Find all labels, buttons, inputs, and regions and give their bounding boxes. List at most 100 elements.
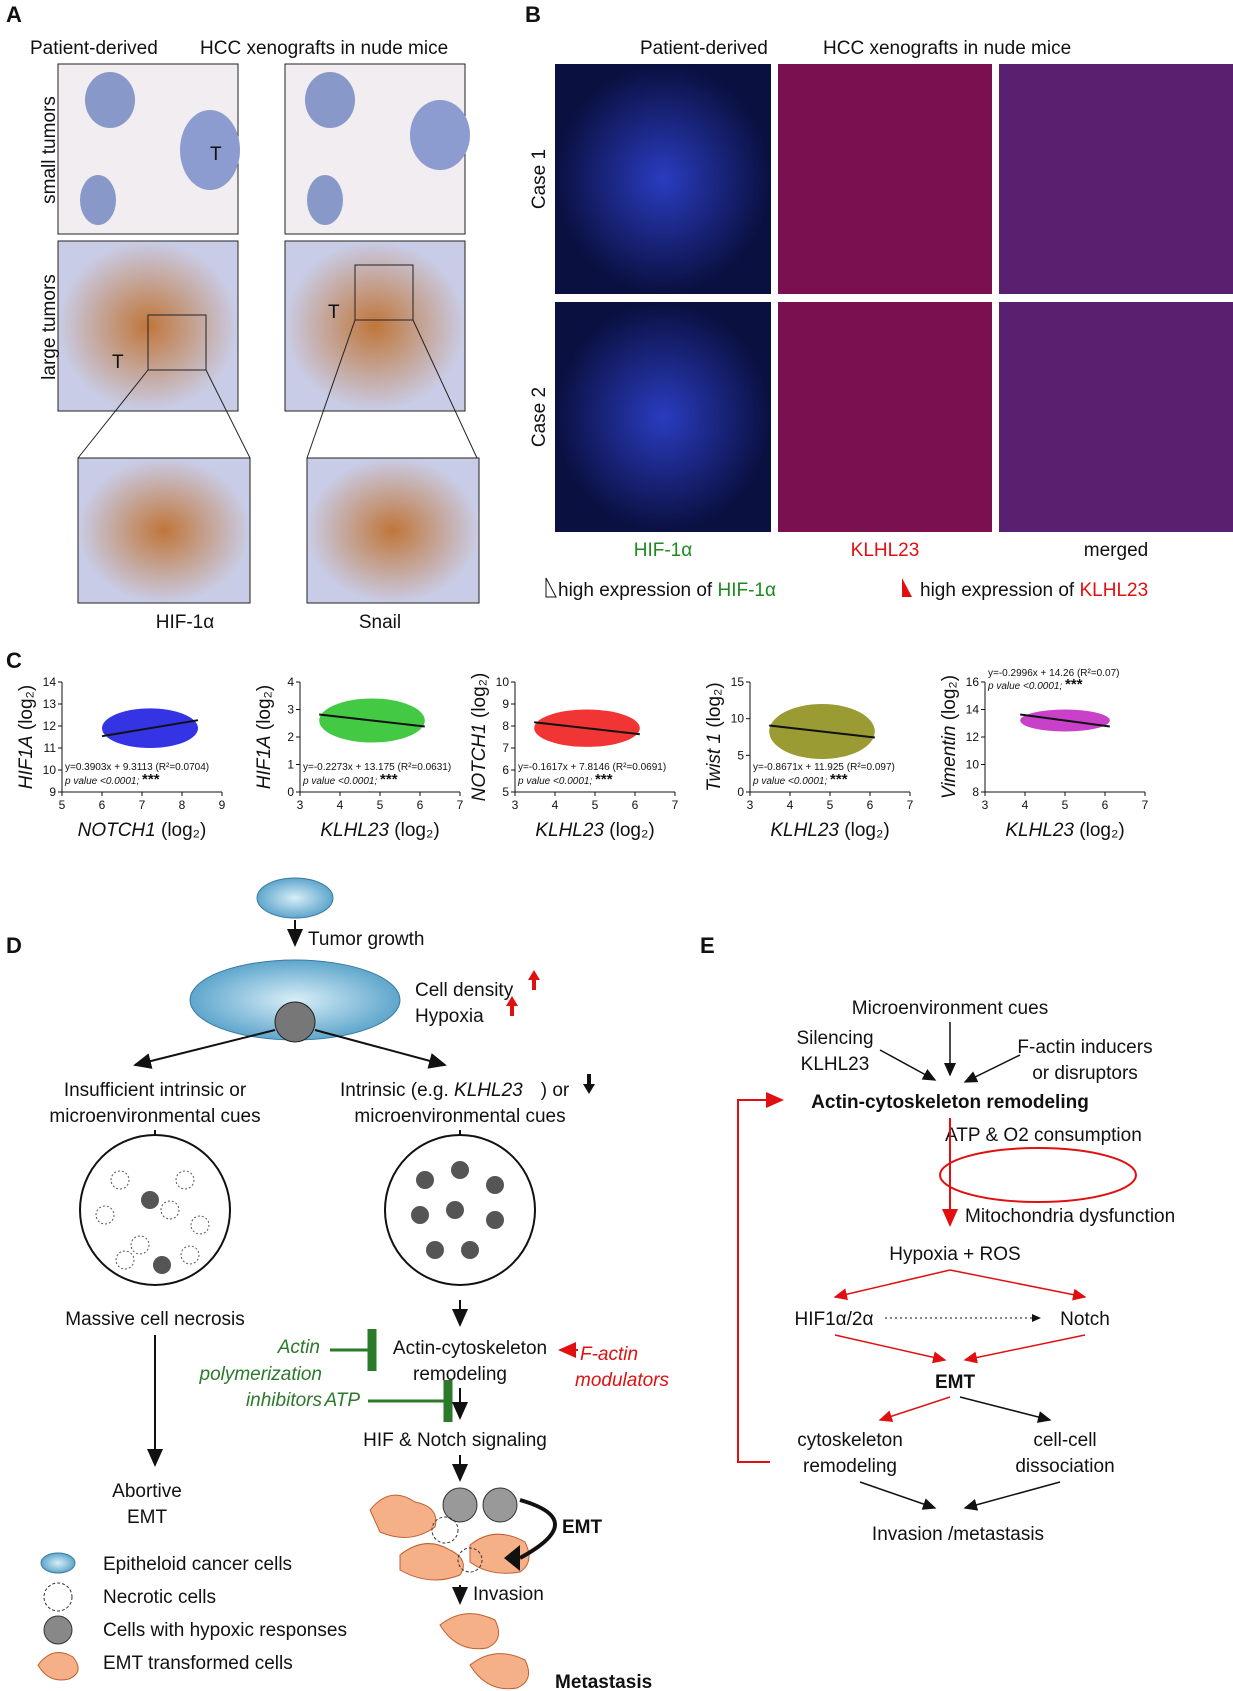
shape [43,1582,73,1612]
shape [314,1029,447,1069]
stars: *** [1065,676,1083,693]
shape [834,1334,947,1364]
shape [284,240,466,412]
x-axis-label: NOTCH1 (log₂) [78,820,207,841]
label: inhibitors [246,1390,323,1411]
y-tick-label: 14 [43,675,57,689]
x-tick-label: 6 [867,798,874,812]
x-tick-label: 3 [512,798,519,812]
shape [110,1170,130,1190]
x-tick-label: 5 [1062,798,1069,812]
label: Actin-cytoskeleton remodeling [811,1092,1089,1113]
label: KLHL23 [1080,580,1149,601]
y-axis-label: HIF1A (log₂) [254,685,275,790]
y-label-unit: (log₂) [469,673,490,724]
shape [410,100,470,170]
shape [77,457,251,604]
label: F-actin inducers [1017,1037,1152,1058]
label: F-actin [580,1344,638,1365]
shape [399,1543,464,1581]
shape [205,369,251,459]
y-label-unit: (log₂) [704,682,725,733]
y-tick-label: 12 [43,719,57,733]
shape [85,72,135,128]
fit-line [319,713,425,728]
y-label-unit: (log₂) [16,685,37,736]
label: HCC xenografts in nude mice [200,38,448,59]
shape [486,1176,504,1194]
shape [130,1235,150,1255]
shape [737,1092,784,1463]
x-tick-label: 4 [337,798,344,812]
shape [180,110,240,190]
x-tick-label: 7 [672,798,679,812]
p-value: p value <0.0001; *** [64,771,160,788]
label: D [6,933,22,958]
label: Cell density [415,980,514,1001]
label: ATP [323,1390,360,1411]
label: KLHL23 [454,1080,523,1101]
x-label-unit: (log₂) [839,820,890,841]
x-tick-label: 3 [982,798,989,812]
fit-line [769,724,875,739]
shape [416,1171,434,1189]
label: Case 1 [529,149,550,209]
label: Patient-derived [30,38,158,59]
shape [778,64,992,294]
x-tick-label: 3 [297,798,304,812]
shape [274,1001,316,1043]
x-tick-label: 3 [747,798,754,812]
label: KLHL23 [801,1054,870,1075]
y-tick-label: 5 [502,785,509,799]
label: microenvironmental cues [49,1106,260,1127]
label: Notch [1060,1309,1110,1330]
stars: *** [142,771,160,788]
label: remodeling [413,1364,507,1385]
y-tick-label: 1 [287,758,294,772]
p-value: p value <0.0001; *** [752,771,848,788]
x-tick-label: 5 [377,798,384,812]
label: Massive cell necrosis [65,1309,245,1330]
label: Mitochondria dysfunction [965,1206,1175,1227]
shape [555,302,771,532]
y-tick-label: 10 [731,712,745,726]
shape [486,1211,504,1229]
shape [446,1201,464,1219]
shape [469,1533,530,1574]
equation: y=-0.8671x + 11.925 (R²=0.097) [753,762,895,773]
shape [95,1205,115,1225]
y-tick-label: 15 [731,675,745,689]
label: T [112,352,124,373]
shape [180,1245,200,1265]
y-label-gene: Twist 1 [704,733,725,792]
shape: Intrinsic (e.g. KLHL23) or [340,1080,570,1101]
x-tick-label: 5 [827,798,834,812]
shape [153,1256,171,1274]
shape [963,1054,1021,1083]
label: Insufficient intrinsic or [64,1080,247,1101]
label: HIF & Notch signaling [363,1430,547,1451]
y-tick-label: 0 [737,785,744,799]
shape [160,1200,180,1220]
y-tick-label: 11 [44,741,57,755]
x-tick-label: 6 [632,798,639,812]
p-text: p value <0.0001; [64,776,142,787]
y-tick-label: 3 [287,703,294,717]
y-label-gene: HIF1A [16,735,37,789]
shape: high expression of HIF-1α [558,580,776,601]
p-text: p value <0.0001; [987,681,1065,692]
stars: *** [595,771,613,788]
shape [999,302,1233,532]
shape [439,1613,500,1650]
equation: y=-0.2996x + 14.26 (R²=0.07) [988,668,1119,679]
label: Tumor growth [308,929,425,950]
shape [77,369,149,459]
equation: y=0.3903x + 9.3113 (R²=0.0704) [65,762,209,773]
label: microenvironmental cues [354,1106,565,1127]
label: Case 2 [529,387,550,447]
shape [583,1074,595,1094]
x-tick-label: 4 [1022,798,1029,812]
label: Actin-cytoskeleton [393,1338,547,1359]
x-tick-label: 8 [179,798,186,812]
